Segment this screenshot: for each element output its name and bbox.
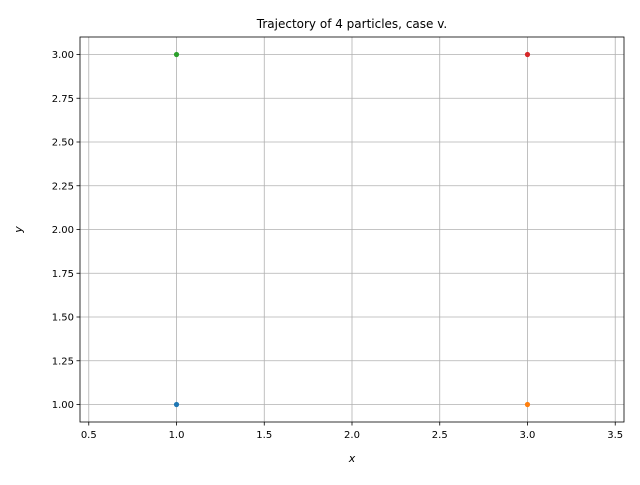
y-tick-label: 2.75 [52,94,74,105]
data-point [173,401,180,408]
y-tick-label: 2.25 [52,181,74,192]
x-tick-label: 2.0 [344,430,360,441]
y-axis-label: y [12,226,25,234]
y-tick-label: 2.50 [52,138,74,149]
grid-layer [80,37,624,422]
y-tick-label: 1.50 [52,313,74,324]
data-point [173,51,180,58]
data-point [524,401,531,408]
x-axis-label: x [348,452,356,465]
data-point [524,51,531,58]
y-tick-label: 1.25 [52,356,74,367]
marker-layer [173,51,531,408]
y-tick-label: 1.75 [52,269,74,280]
x-tick-label: 1.0 [169,430,185,441]
x-tick-label: 0.5 [81,430,97,441]
y-tick-label: 1.00 [52,400,74,411]
x-tick-label: 3.5 [607,430,623,441]
x-tick-label: 2.5 [432,430,448,441]
chart-title: Trajectory of 4 particles, case v. [256,17,447,31]
x-tick-label: 3.0 [520,430,536,441]
x-tick-label: 1.5 [256,430,272,441]
y-tick-label: 3.00 [52,50,74,61]
y-tick-label: 2.00 [52,225,74,236]
tick-layer: 0.5 1.0 1.5 2.0 2.5 3.0 3.5 1.00 1.25 1.50 1.75 2.0… [52,50,623,441]
